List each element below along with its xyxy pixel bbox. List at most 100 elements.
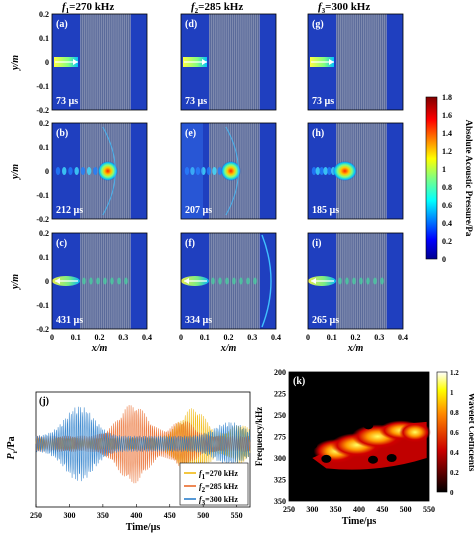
xtick-label: 300 [63,511,75,520]
colorbar-tick-label: 0.6 [450,429,459,437]
colorbar-tick-label: 0.8 [442,183,452,192]
map-frame [51,13,148,111]
map-xtick-label: 0.4 [142,333,152,342]
map-frame [180,13,277,111]
map-xtick-label: 0 [179,333,183,342]
map-xtick-label: 0.3 [118,333,128,342]
colorbar-tick-label: 1.2 [450,369,459,377]
map-ytick-label: -0.1 [36,191,49,200]
panel-time: 73 µs [56,96,78,107]
panel-k-wavelet: 250 300 350 400 450 500 550 200 225 250 275 300 325 3… [254,368,474,527]
focal-spot [97,161,118,181]
beam-arrowhead [202,59,207,65]
colorbar-label: Absolute Acoustic Pressure/Pa [464,120,474,237]
ytick-label: 325 [274,476,286,485]
ytick-label: 225 [274,390,286,399]
legend-label: f2=285 kHz [199,482,238,494]
wavelet-hole [386,454,397,462]
xtick-label: 400 [130,511,142,520]
wavefront-blob [217,167,223,175]
residual-blob [253,277,257,285]
xtick-label: 350 [97,511,109,520]
wavefront-blob [93,167,98,175]
residual-blob [89,277,93,285]
return-arrowhead [55,278,60,284]
wavefront-blob [55,167,61,175]
map-ytick-label: 0 [45,277,49,286]
residual-blob [345,277,349,285]
wavefront-blob [311,167,317,175]
residual-blob [373,277,377,285]
map-xtick-label: 0.2 [224,333,234,342]
panel-time: 431 µs [56,315,83,326]
xtick-label: 400 [353,505,365,514]
wavelet-hole [368,455,378,464]
legend-box [179,462,249,506]
residual-blob [239,277,243,285]
wavefront-blob [201,167,206,175]
colorbar-tick-label: 0.2 [450,469,459,477]
wavefront-blob [319,167,324,175]
panel-j-time-signal: 250 300 350 400 450 500 550 Time/µs Pr/Pa (j) f1=2… [6,391,251,533]
map-ytick-label: 0.2 [39,119,49,128]
edge-glow [181,123,203,219]
residual-blob [338,277,342,285]
residual-blob [110,277,114,285]
residual-blob [359,277,363,285]
pressure-map-grid: (a) 73 µs (d) 73 µs (g) 73 µs (b) 212 µs (e) 207 … [51,13,404,330]
colorbar-tick-label: 0.2 [442,237,452,246]
residual-blob [246,277,250,285]
plot-frame [288,371,430,502]
pressure-map-panel: (e) 207 µs [180,122,277,220]
panel-tag: (h) [312,128,324,139]
map-xtick-label: 0.1 [327,333,337,342]
panel-tag: (g) [312,19,324,30]
panel-time: 73 µs [312,96,334,107]
panel-tag: (b) [56,128,68,139]
residual-blob [218,277,222,285]
map-frame [51,232,148,330]
map-xtick-label: 0 [306,333,310,342]
ytick-label: 200 [274,368,286,377]
colorbar-tick-label: 1 [450,389,454,397]
pressure-map-panel: (b) 212 µs [51,122,148,220]
map-xlabel: x/m [347,343,364,354]
map-xtick-label: 0.2 [351,333,361,342]
map-ylabel: y/m [10,274,21,290]
colorbar-tick-label: 0 [442,255,446,264]
panel-tag: (f) [185,238,195,249]
panel-tag: (a) [56,19,68,30]
beam-arrowhead [329,59,334,65]
column-titles: f1=270 kHz f2=285 kHz f3=300 kHz [62,1,370,15]
map-ytick-label: -0.1 [36,301,49,310]
xtick-label: 350 [330,505,342,514]
residual-blob [366,277,370,285]
map-xtick-label: 0.3 [247,333,257,342]
map-ytick-label: -0.1 [36,82,49,91]
pressure-colorbar: 1.8 1.6 1.4 1.2 1 0.8 0.6 0.4 0.2 0 Absolute Acous… [425,93,474,264]
wavelet-hole [363,421,374,430]
residual-blob [232,277,236,285]
residual-blob [211,277,215,285]
panel-tag: (e) [185,128,196,139]
map-frame [180,232,277,330]
wavefront-blob [80,167,86,175]
map-xtick-label: 0.1 [71,333,81,342]
pressure-map-panel: (a) 73 µs [51,13,148,111]
wavefront-blob [323,167,328,175]
ytick-label: 250 [274,411,286,420]
map-frame [307,232,404,330]
column-title: f1=270 kHz [62,1,114,15]
wavefront-blob [212,167,217,175]
colorbar-tick-label: 0 [450,489,454,497]
xtick-label: 250 [30,511,42,520]
ytick-label: 350 [274,497,286,506]
colorbar-tick-label: 1.4 [442,129,452,138]
map-frame [307,122,404,220]
map-xtick-label: 0.4 [398,333,408,342]
map-frame [51,122,148,220]
wavefront-arc [225,126,239,216]
map-ytick-label: -0.2 [36,215,49,224]
colorbar-tick-label: 0.4 [442,219,452,228]
legend-label: f3=300 kHz [199,495,238,507]
